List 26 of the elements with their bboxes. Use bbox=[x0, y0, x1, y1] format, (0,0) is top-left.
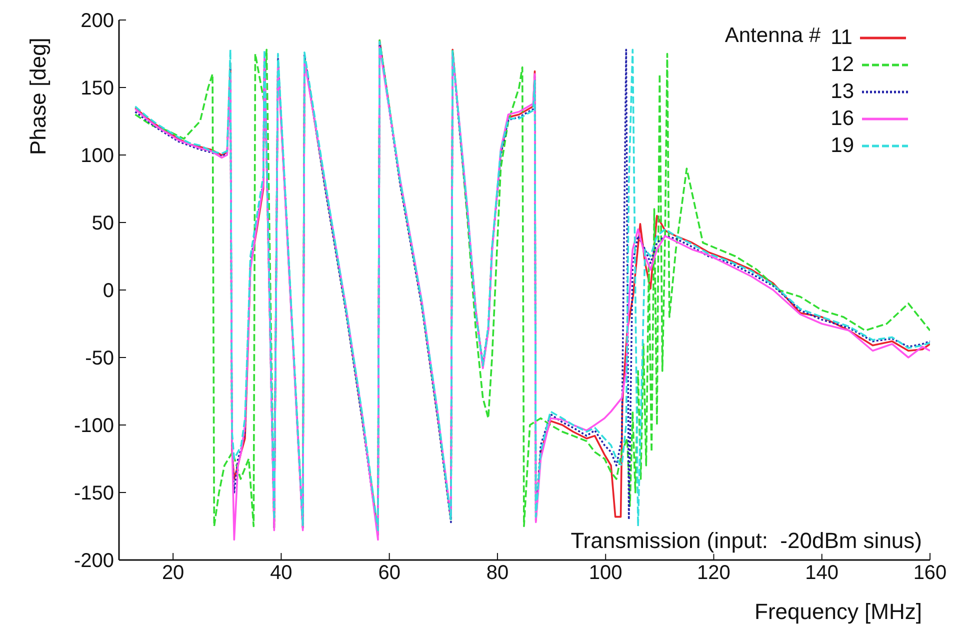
legend-label: 11 bbox=[830, 26, 852, 50]
y-tick-label: -200 bbox=[74, 550, 114, 572]
legend-label: 12 bbox=[830, 52, 854, 76]
x-tick-label: 160 bbox=[913, 562, 947, 584]
x-tick-label: 80 bbox=[486, 562, 509, 584]
legend-label: 16 bbox=[830, 106, 854, 130]
x-tick-label: 60 bbox=[378, 562, 400, 584]
y-tick-label: 100 bbox=[80, 145, 114, 168]
x-tick-label: 40 bbox=[270, 562, 292, 584]
x-axis-title: Frequency [MHz] bbox=[754, 599, 922, 624]
y-tick-label: -50 bbox=[85, 348, 114, 370]
y-tick-label: -100 bbox=[74, 415, 114, 438]
x-tick-label: 100 bbox=[588, 562, 622, 584]
legend-title: Antenna # bbox=[724, 24, 821, 49]
x-tick-label: 140 bbox=[805, 562, 839, 584]
y-tick-label: 200 bbox=[80, 10, 114, 32]
x-tick-label: 120 bbox=[697, 562, 730, 584]
annotation: Transmission (input: -20dBm sinus) bbox=[570, 528, 922, 554]
y-tick-label: 50 bbox=[92, 212, 114, 235]
legend-label: 19 bbox=[830, 134, 854, 158]
x-tick-label: 20 bbox=[162, 562, 184, 584]
y-axis-title: Phase [deg] bbox=[26, 38, 51, 155]
y-tick-label: -150 bbox=[74, 482, 114, 505]
y-tick-label: 150 bbox=[80, 78, 114, 100]
legend-label: 13 bbox=[830, 80, 854, 104]
y-tick-label: 0 bbox=[102, 280, 114, 302]
